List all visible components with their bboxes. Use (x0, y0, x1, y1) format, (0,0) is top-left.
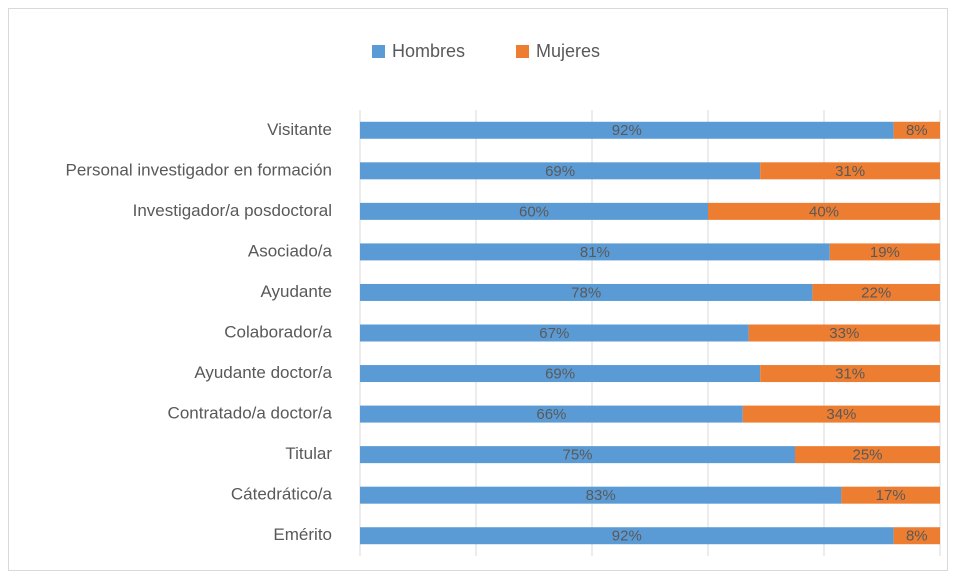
bar (748, 324, 940, 342)
data-label: 78% (571, 284, 601, 301)
bar (760, 162, 940, 180)
data-label: 17% (876, 487, 906, 504)
data-label: 67% (539, 325, 569, 342)
bar (360, 405, 743, 423)
data-label: 22% (861, 284, 891, 301)
y-tick-label: Ayudante doctor/a (194, 363, 332, 382)
bar (360, 121, 894, 139)
y-tick-label: Investigador/a posdoctoral (133, 201, 332, 220)
bar (708, 202, 940, 220)
bar (360, 365, 761, 383)
y-tick-label: Asociado/a (248, 241, 333, 260)
bar (360, 243, 830, 261)
data-label: 8% (906, 122, 928, 139)
data-label: 75% (562, 447, 592, 464)
y-tick-label: Ayudante (260, 282, 332, 301)
y-tick-label: Visitante (267, 120, 332, 139)
data-label: 25% (852, 447, 882, 464)
data-label: 83% (586, 487, 616, 504)
bar (360, 527, 894, 545)
data-label: 81% (580, 244, 610, 261)
bar (360, 202, 708, 220)
bar (893, 527, 940, 545)
y-tick-label: Colaborador/a (224, 322, 332, 341)
data-label: 69% (545, 366, 575, 383)
legend-swatch (516, 45, 529, 58)
bar (360, 324, 749, 342)
bar (360, 162, 761, 180)
data-label: 69% (545, 163, 575, 180)
data-label: 34% (826, 406, 856, 423)
data-label: 60% (519, 203, 549, 220)
bar (812, 283, 940, 301)
bar (360, 446, 795, 464)
data-label: 92% (612, 528, 642, 545)
bar (760, 365, 940, 383)
legend-label: Mujeres (536, 41, 600, 61)
y-tick-label: Cátedrático/a (231, 485, 333, 504)
bar (742, 405, 940, 423)
bar (841, 486, 940, 504)
data-label: 8% (906, 528, 928, 545)
legend-swatch (372, 45, 385, 58)
y-tick-label: Emérito (273, 525, 332, 544)
data-label: 31% (835, 163, 865, 180)
bar (360, 486, 842, 504)
data-label: 40% (809, 203, 839, 220)
bar (829, 243, 940, 261)
y-tick-label: Contratado/a doctor/a (168, 404, 333, 423)
data-label: 66% (536, 406, 566, 423)
bar (893, 121, 940, 139)
legend-label: Hombres (392, 41, 465, 61)
y-tick-label: Titular (285, 444, 332, 463)
bar (795, 446, 940, 464)
bar (360, 283, 813, 301)
y-tick-label: Personal investigador en formación (66, 160, 332, 179)
data-label: 31% (835, 366, 865, 383)
data-label: 92% (612, 122, 642, 139)
data-label: 33% (829, 325, 859, 342)
data-label: 19% (870, 244, 900, 261)
